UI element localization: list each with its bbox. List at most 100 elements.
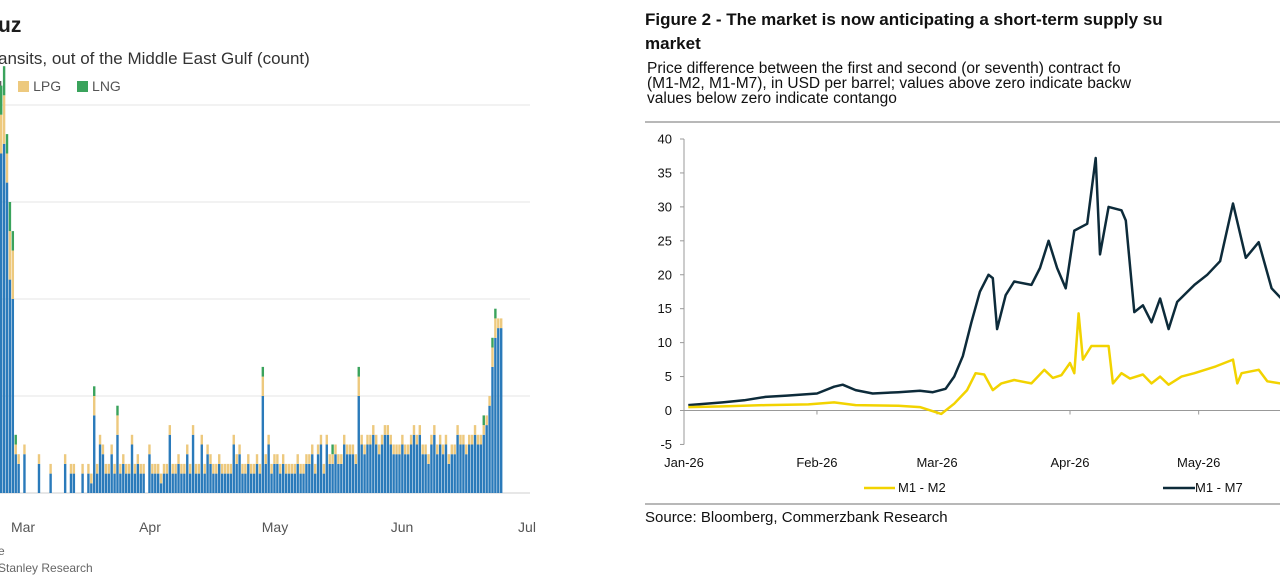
bar-lpg — [290, 463, 294, 474]
bar-il — [194, 473, 198, 493]
bar-lpg — [215, 463, 218, 474]
bar-lng — [116, 405, 119, 416]
bar-lpg — [101, 444, 105, 455]
bar-lpg — [197, 463, 201, 474]
bar-lpg — [441, 444, 445, 455]
bar-il — [392, 454, 395, 493]
bar-lpg — [226, 463, 230, 474]
bar-lpg — [316, 444, 320, 455]
bar-il — [470, 444, 474, 493]
right-subtitle-line-2: (M1-M2, M1-M7), in USD per barrel; value… — [647, 75, 1132, 92]
bar-lpg — [438, 434, 442, 445]
bar-il — [340, 463, 343, 493]
bar-lpg — [348, 444, 352, 455]
bar-lpg — [351, 444, 355, 455]
bar-il — [290, 473, 294, 493]
right-chart-subtitle: Price difference between the first and s… — [647, 61, 1132, 107]
bar-lpg — [392, 444, 395, 455]
bar-lpg — [218, 454, 221, 464]
bar-il — [328, 463, 331, 493]
bar-lpg — [430, 434, 433, 445]
bar-il — [473, 434, 477, 493]
bar-il — [226, 473, 230, 493]
bar-lpg — [174, 463, 177, 474]
bar-lpg — [95, 463, 99, 474]
bar-lpg — [319, 434, 323, 445]
bar-lng — [93, 386, 96, 396]
bar-lpg — [308, 454, 311, 464]
bar-lpg — [412, 425, 416, 435]
bar-lpg — [366, 434, 369, 445]
bar-lpg — [375, 434, 378, 445]
bar-il — [436, 454, 439, 493]
bar-il — [444, 444, 448, 493]
bar-il — [119, 473, 122, 493]
bar-il — [90, 483, 93, 493]
bar-lpg — [276, 454, 279, 464]
bar-il — [441, 454, 445, 493]
bar-il — [252, 473, 256, 493]
bar-lpg — [247, 454, 250, 464]
bar-lpg — [139, 463, 142, 474]
bar-lpg — [343, 434, 346, 445]
bar-il — [206, 454, 209, 493]
bar-il — [5, 182, 9, 493]
x-tick-label: May — [262, 519, 288, 535]
bar-lpg — [273, 454, 276, 464]
bar-il — [415, 444, 419, 493]
bar-il — [212, 473, 215, 493]
left-chart-legend: il LPG LNG — [0, 78, 123, 94]
bar-lng — [11, 231, 15, 251]
bar-lpg — [244, 463, 247, 474]
bar-lpg — [250, 463, 253, 474]
bar-il — [49, 473, 52, 493]
legend-label-lng: LNG — [92, 78, 121, 94]
bar-il — [37, 463, 41, 493]
bar-lpg — [267, 434, 270, 445]
bar-lpg — [63, 454, 67, 464]
right-title-line-1: Figure 2 - The market is now anticipatin… — [645, 10, 1163, 29]
bar-lpg — [331, 454, 334, 464]
bar-il — [261, 396, 265, 493]
bar-il — [17, 463, 20, 493]
bar-lpg — [473, 425, 477, 435]
right-title-line-2: market — [645, 34, 701, 53]
bar-lpg — [191, 425, 195, 435]
bar-il — [183, 473, 186, 493]
bar-lpg — [404, 444, 407, 455]
bar-lpg — [252, 463, 256, 474]
bar-lpg — [183, 463, 186, 474]
bar-lpg — [497, 318, 500, 329]
y-tick-label: 10 — [658, 335, 672, 350]
right-bottom-rule — [645, 503, 1280, 505]
bar-il — [171, 473, 174, 493]
bar-il — [229, 473, 233, 493]
bar-lpg — [456, 425, 459, 435]
bar-il — [116, 434, 119, 493]
bar-il — [177, 463, 180, 493]
bar-lpg — [488, 396, 491, 406]
bar-lpg — [328, 454, 331, 464]
bar-lpg — [69, 463, 73, 474]
bar-il — [200, 444, 203, 493]
bar-il — [273, 463, 276, 493]
bar-lpg — [171, 463, 174, 474]
bar-lpg — [494, 318, 497, 338]
y-tick-label: 5 — [665, 369, 672, 384]
bar-lpg — [261, 376, 265, 396]
bar-il — [322, 473, 326, 493]
bar-lpg — [130, 434, 134, 445]
bar-il — [81, 473, 84, 493]
x-tick-label: Apr-26 — [1050, 455, 1089, 470]
bar-il — [427, 463, 430, 493]
bar-il — [69, 473, 73, 493]
bar-lpg — [151, 463, 154, 474]
bar-il — [482, 434, 485, 493]
bar-il — [354, 463, 358, 493]
bar-il — [386, 434, 390, 493]
bar-il — [302, 473, 305, 493]
bar-il — [267, 444, 270, 493]
bar-lpg — [232, 434, 235, 445]
left-chart-title: uz — [0, 14, 22, 37]
bar-il — [218, 463, 221, 493]
